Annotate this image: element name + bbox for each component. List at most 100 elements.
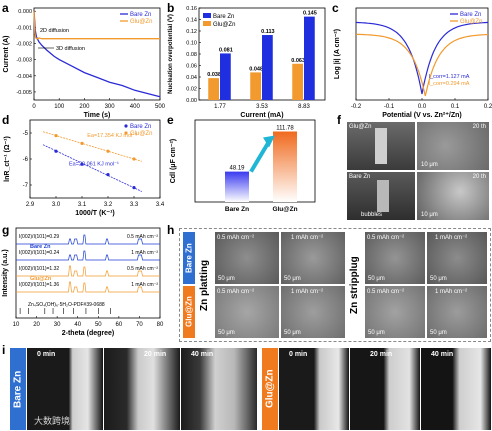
panel-g: g 10 20 30 40 50 60 70 80 2-theta (degree) Intens… (0, 222, 165, 342)
y-axis-label: Nucleation overpotential (V) (168, 14, 174, 94)
y-axis-label: Cdl (μF cm⁻²) (170, 139, 177, 184)
y-tick-label: 0.08 (186, 52, 197, 58)
cap-label: 0.5 mAh cm⁻² (217, 289, 255, 295)
data-label: 0.048 (249, 66, 263, 72)
data-point-0 (106, 173, 110, 177)
xrd-pattern-0 (16, 234, 160, 245)
panel-label-g: g (2, 223, 10, 237)
label-bubbles: bubbles (361, 212, 383, 218)
y-tick-label: 0.00 (186, 98, 197, 104)
y-tick-label: -5 (23, 131, 29, 137)
y-tick-label: 0.14 (186, 18, 197, 24)
y-tick-label: 0.02 (186, 87, 197, 93)
micro-bare-20: 20 min (104, 348, 180, 430)
xrd-pattern-2 (16, 265, 160, 277)
y-axis-label: Intensity (a.u.) (2, 249, 9, 296)
tag-glu-zn-i: Glu@Zn (262, 348, 278, 430)
series-line-0 (33, 11, 161, 98)
x-tick-label: 3.53 (256, 104, 268, 110)
label-stripping: Zn stripplug (349, 256, 360, 314)
data-point-1 (54, 134, 58, 138)
fit-line-1 (42, 131, 142, 162)
series-line-0 (356, 21, 488, 95)
data-label: 0.113 (261, 29, 274, 35)
time-20-glu: 20 min (370, 351, 393, 358)
bar-0 (250, 72, 261, 100)
x-tick-label: 3.3 (130, 202, 139, 208)
x-tick-label: 10 (13, 322, 20, 328)
sem-plating-glu-05: 0.5 mAh cm⁻² 50 μm (215, 286, 279, 338)
legend-label: Glu@Zn (460, 19, 482, 25)
x-tick-label: 20 (33, 322, 40, 328)
x-axis-label: Time (s) (84, 112, 111, 119)
sem-plating-bare-05: 0.5 mAh cm⁻² 50 μm (215, 232, 279, 284)
bar-0 (292, 63, 303, 100)
capacity-label-3: 1 mAh cm⁻² (131, 282, 158, 288)
series-line-1 (33, 11, 160, 40)
y-axis-label: Log |i| (A cm⁻²) (334, 29, 341, 79)
x-tick-label: 500 (155, 104, 165, 110)
data-point-1 (106, 149, 110, 153)
data-point-0 (80, 162, 84, 166)
x-tick-label: 0.1 (451, 104, 460, 110)
sem-bare-zn: 20 th 10 μm (417, 172, 489, 220)
annotation-3d: 3D diffusion (56, 46, 85, 52)
scale-label: 50 μm (430, 276, 447, 282)
x-tick-label: -0.1 (384, 104, 395, 110)
scale-label: 50 μm (284, 276, 301, 282)
x-tick-label: 100 (54, 104, 65, 110)
label-glu-zn: Glu@Zn (349, 124, 372, 130)
panel-f: f Glu@Zn 20 th 10 μm Bare Zn bubbles 20 … (335, 112, 492, 222)
legend-label: Glu@Zn (130, 131, 152, 137)
x-tick-label: 40 (74, 322, 81, 328)
panel-i: i Bare Zn 0 min 20 min 40 min Glu@Zn 0 m… (0, 342, 492, 431)
data-point-0 (54, 149, 58, 153)
fit-line-0 (42, 144, 142, 192)
legend-swatch (203, 21, 211, 26)
series-line-1 (355, 33, 489, 97)
chart-g: 10 20 30 40 50 60 70 80 2-theta (degree) Intensit… (2, 227, 164, 337)
y-tick-label: -0.004 (16, 74, 32, 80)
x-tick-label: 0.0 (418, 104, 427, 110)
sem-strip-glu-1: 1 mAh cm⁻² 50 μm (427, 286, 487, 338)
chart-d: 2.9 3.0 3.1 3.2 3.3 3.4 -7 -6 -5 1000/T (K⁻¹) lnR_… (4, 119, 165, 217)
legend-label: Glu@Zn (213, 22, 235, 28)
y-tick-label: 0.04 (186, 75, 197, 81)
panel-c: c -0.2 -0.1 0.0 0.1 0.2 Potential (V vs. Zn²⁺… (330, 0, 492, 120)
x-tick-label: 3.1 (78, 202, 87, 208)
bar-1 (220, 53, 231, 100)
scale-label: 50 μm (218, 330, 235, 336)
cap-label: 1 mAh cm⁻² (435, 235, 468, 241)
y-tick-label: 0.10 (186, 41, 197, 47)
scale-10um-top: 10 μm (421, 162, 438, 168)
x-tick-label: 400 (130, 104, 141, 110)
plot-frame (194, 119, 316, 203)
legend-swatch (203, 13, 211, 18)
ratio-label-1: I(002)/I(101)=0.24 (19, 250, 59, 256)
bar-0 (225, 171, 249, 202)
scale-label: 50 μm (430, 330, 447, 336)
panel-b: b 0.00 0.02 0.04 0.06 0.08 0.10 0.12 0.14 0.16 1.… (165, 0, 330, 120)
legend-swatch (124, 124, 128, 128)
scale-label: 50 μm (368, 330, 385, 336)
trend-arrow (249, 140, 271, 173)
data-point-0 (132, 186, 136, 190)
bar-1 (304, 16, 315, 100)
x-tick-label: 50 (95, 322, 102, 328)
data-label: 0.081 (219, 47, 233, 53)
panel-label-c: c (332, 1, 339, 15)
y-tick-label: -6 (23, 157, 29, 163)
tag-bare-zn-i: Bare Zn (10, 348, 26, 430)
zn-foil-glu (375, 128, 387, 164)
panel-label-a: a (2, 1, 9, 15)
panel-e: e Cdl (μF cm⁻²) 48.19 Bare Zn 111.78 Glu@Zn (165, 112, 335, 222)
data-point-1 (132, 157, 136, 161)
data-label: 0.063 (291, 58, 305, 64)
ratio-label-0: I(002)/I(101)=0.29 (19, 234, 59, 240)
micro-bare-40: 40 min (181, 348, 257, 430)
legend-swatch (124, 131, 128, 135)
reference-label: Zn₄SO₄(OH)₆·5H₂O-PDF#39-0688 (28, 302, 105, 308)
watermark: 大数跨境 (34, 417, 71, 427)
capacity-label-0: 0.5 mAh cm⁻² (127, 234, 158, 240)
trend-arrow-head (263, 135, 275, 148)
